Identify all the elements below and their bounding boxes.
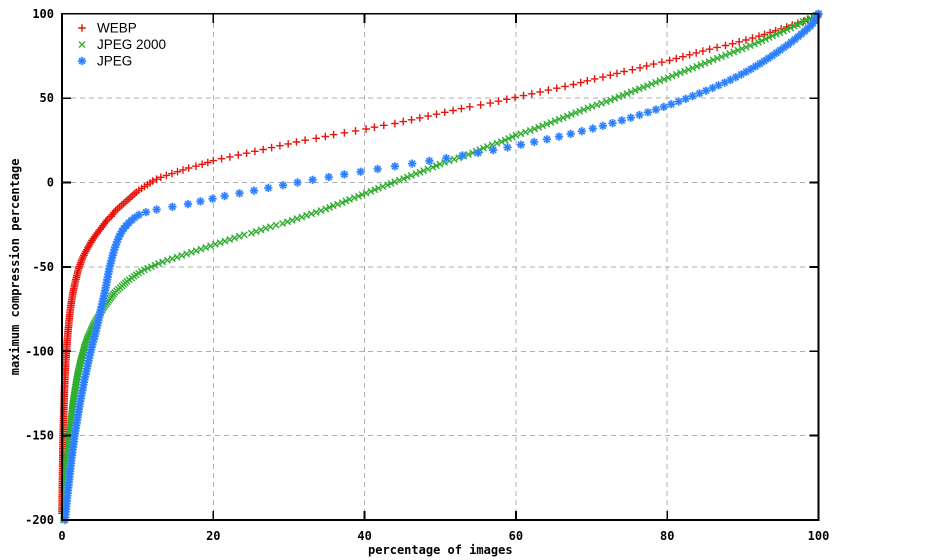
- svg-text:0: 0: [47, 176, 54, 190]
- svg-text:80: 80: [660, 529, 674, 543]
- x-axis-title: percentage of images: [368, 543, 513, 557]
- svg-text:-100: -100: [25, 344, 54, 358]
- legend-label: JPEG 2000: [97, 37, 166, 52]
- legend-label: WEBP: [97, 21, 137, 36]
- tick-marks: [61, 12, 820, 521]
- svg-text:-200: -200: [25, 513, 54, 527]
- svg-text:-150: -150: [25, 429, 54, 443]
- legend-entry-jpeg-2000: JPEG 2000: [78, 37, 166, 52]
- y-axis-title: maximum compression percentage: [8, 159, 22, 376]
- y-tick-labels: -200 -150 -100 -50 0 50 100: [25, 7, 54, 527]
- series-webp: [58, 10, 823, 518]
- svg-text:20: 20: [206, 529, 220, 543]
- svg-text:100: 100: [32, 7, 54, 21]
- legend-entry-webp: WEBP: [78, 21, 137, 36]
- svg-text:40: 40: [357, 529, 371, 543]
- legend-entry-jpeg: JPEG: [77, 54, 132, 69]
- x-tick-labels: 0 20 40 60 80 100: [58, 529, 829, 543]
- legend-label: JPEG: [97, 54, 132, 69]
- svg-text:0: 0: [58, 529, 65, 543]
- svg-text:50: 50: [40, 91, 54, 105]
- svg-text:100: 100: [808, 529, 830, 543]
- grid-lines: [62, 13, 819, 520]
- svg-text:60: 60: [509, 529, 523, 543]
- svg-text:-50: -50: [32, 260, 54, 274]
